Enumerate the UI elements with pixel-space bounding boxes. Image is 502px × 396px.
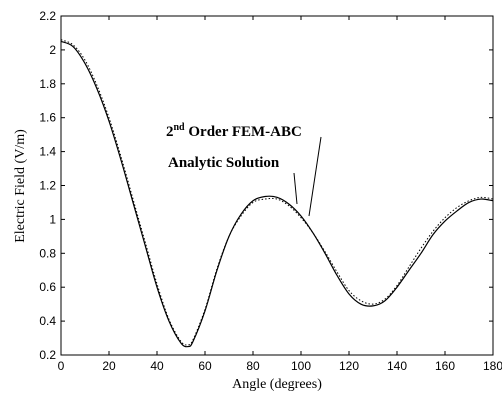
y-tick-label: 1.6 <box>39 111 56 125</box>
y-tick-label: 1.8 <box>39 77 56 91</box>
x-tick-label: 180 <box>483 359 502 373</box>
y-tick-label: 0.4 <box>39 314 56 328</box>
x-tick-label: 60 <box>198 359 212 373</box>
tick-labels: 0 20 40 60 80 100 120 140 160 180 0.2 0.4 0.6 0.8 1 1.2… <box>39 9 502 373</box>
y-tick-label: 1.4 <box>39 145 56 159</box>
x-tick-label: 20 <box>102 359 116 373</box>
y-tick-label: 0.8 <box>39 246 56 260</box>
y-tick-label: 2 <box>49 43 56 57</box>
series-layer <box>60 39 494 348</box>
annotation-pointer-fem <box>293 172 298 205</box>
x-tick-label: 100 <box>291 359 311 373</box>
annotation-fem-abc: 2nd Order FEM-ABC <box>166 122 302 140</box>
x-tick-label: 140 <box>387 359 407 373</box>
series-line-fem-abc <box>60 40 494 348</box>
x-tick-label: 160 <box>435 359 455 373</box>
y-tick-label: 2.2 <box>39 9 56 23</box>
y-tick-label: 0.6 <box>39 280 56 294</box>
x-tick-label: 80 <box>246 359 260 373</box>
axis-ticks <box>60 15 494 356</box>
y-tick-label: 1 <box>49 212 56 226</box>
annotation-analytic: Analytic Solution <box>168 155 280 171</box>
x-tick-label: 120 <box>339 359 359 373</box>
y-tick-label: 0.2 <box>39 348 56 362</box>
annotation-pointer-analytic <box>308 136 322 217</box>
series-line-analytic <box>60 39 494 346</box>
y-axis-label: Electric Field (V/m) <box>13 129 28 243</box>
x-tick-label: 40 <box>150 359 164 373</box>
x-axis-label: Angle (degrees) <box>232 377 322 392</box>
y-tick-label: 1.2 <box>39 179 56 193</box>
x-tick-label: 0 <box>58 359 65 373</box>
plot-frame <box>60 15 494 356</box>
